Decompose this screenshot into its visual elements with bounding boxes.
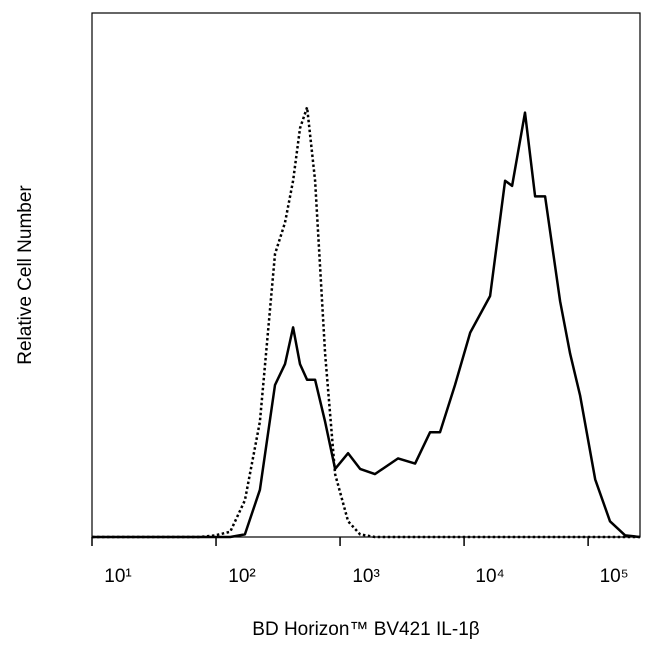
plot-frame — [91, 12, 641, 538]
x-tick-label: 10³ — [352, 566, 379, 587]
series-line — [92, 111, 641, 539]
x-tick-label: 10⁴ — [475, 566, 504, 587]
x-tick-label: 10⁵ — [600, 566, 629, 587]
x-tick-label: 10¹ — [104, 566, 131, 587]
x-axis-label: BD Horizon™ BV421 IL-1β — [252, 619, 479, 640]
y-axis-label: Relative Cell Number — [15, 185, 36, 365]
x-tick-label: 10² — [228, 566, 255, 587]
series-line — [92, 106, 640, 539]
